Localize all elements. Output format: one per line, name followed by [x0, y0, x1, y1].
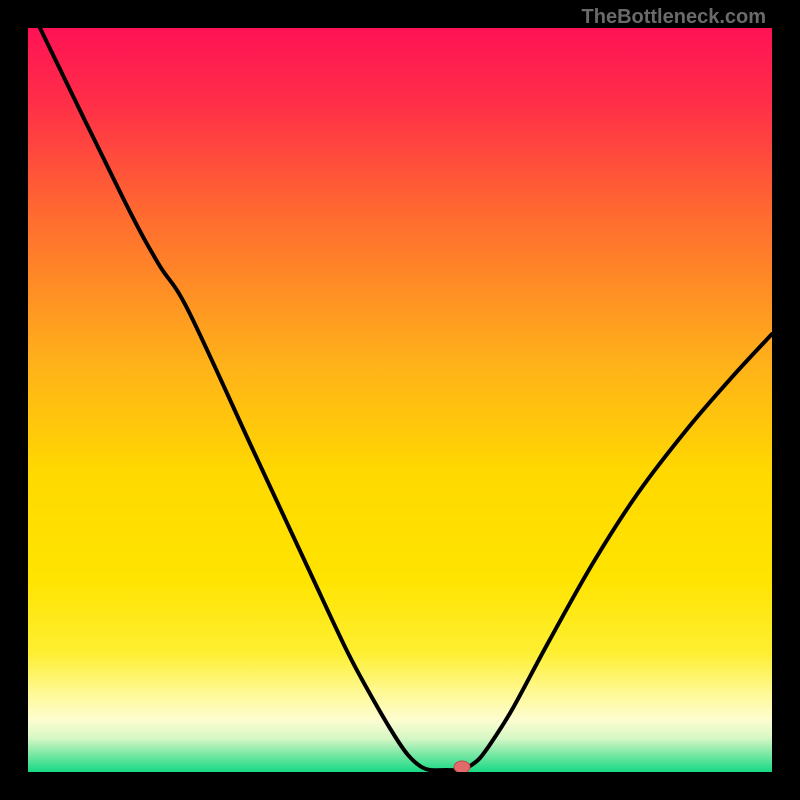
curve-layer — [28, 28, 772, 772]
optimal-point-marker — [454, 761, 470, 772]
plot-area — [28, 28, 772, 772]
bottleneck-curve — [40, 28, 772, 770]
chart-frame: TheBottleneck.com — [0, 0, 800, 800]
watermark-text: TheBottleneck.com — [582, 6, 766, 29]
